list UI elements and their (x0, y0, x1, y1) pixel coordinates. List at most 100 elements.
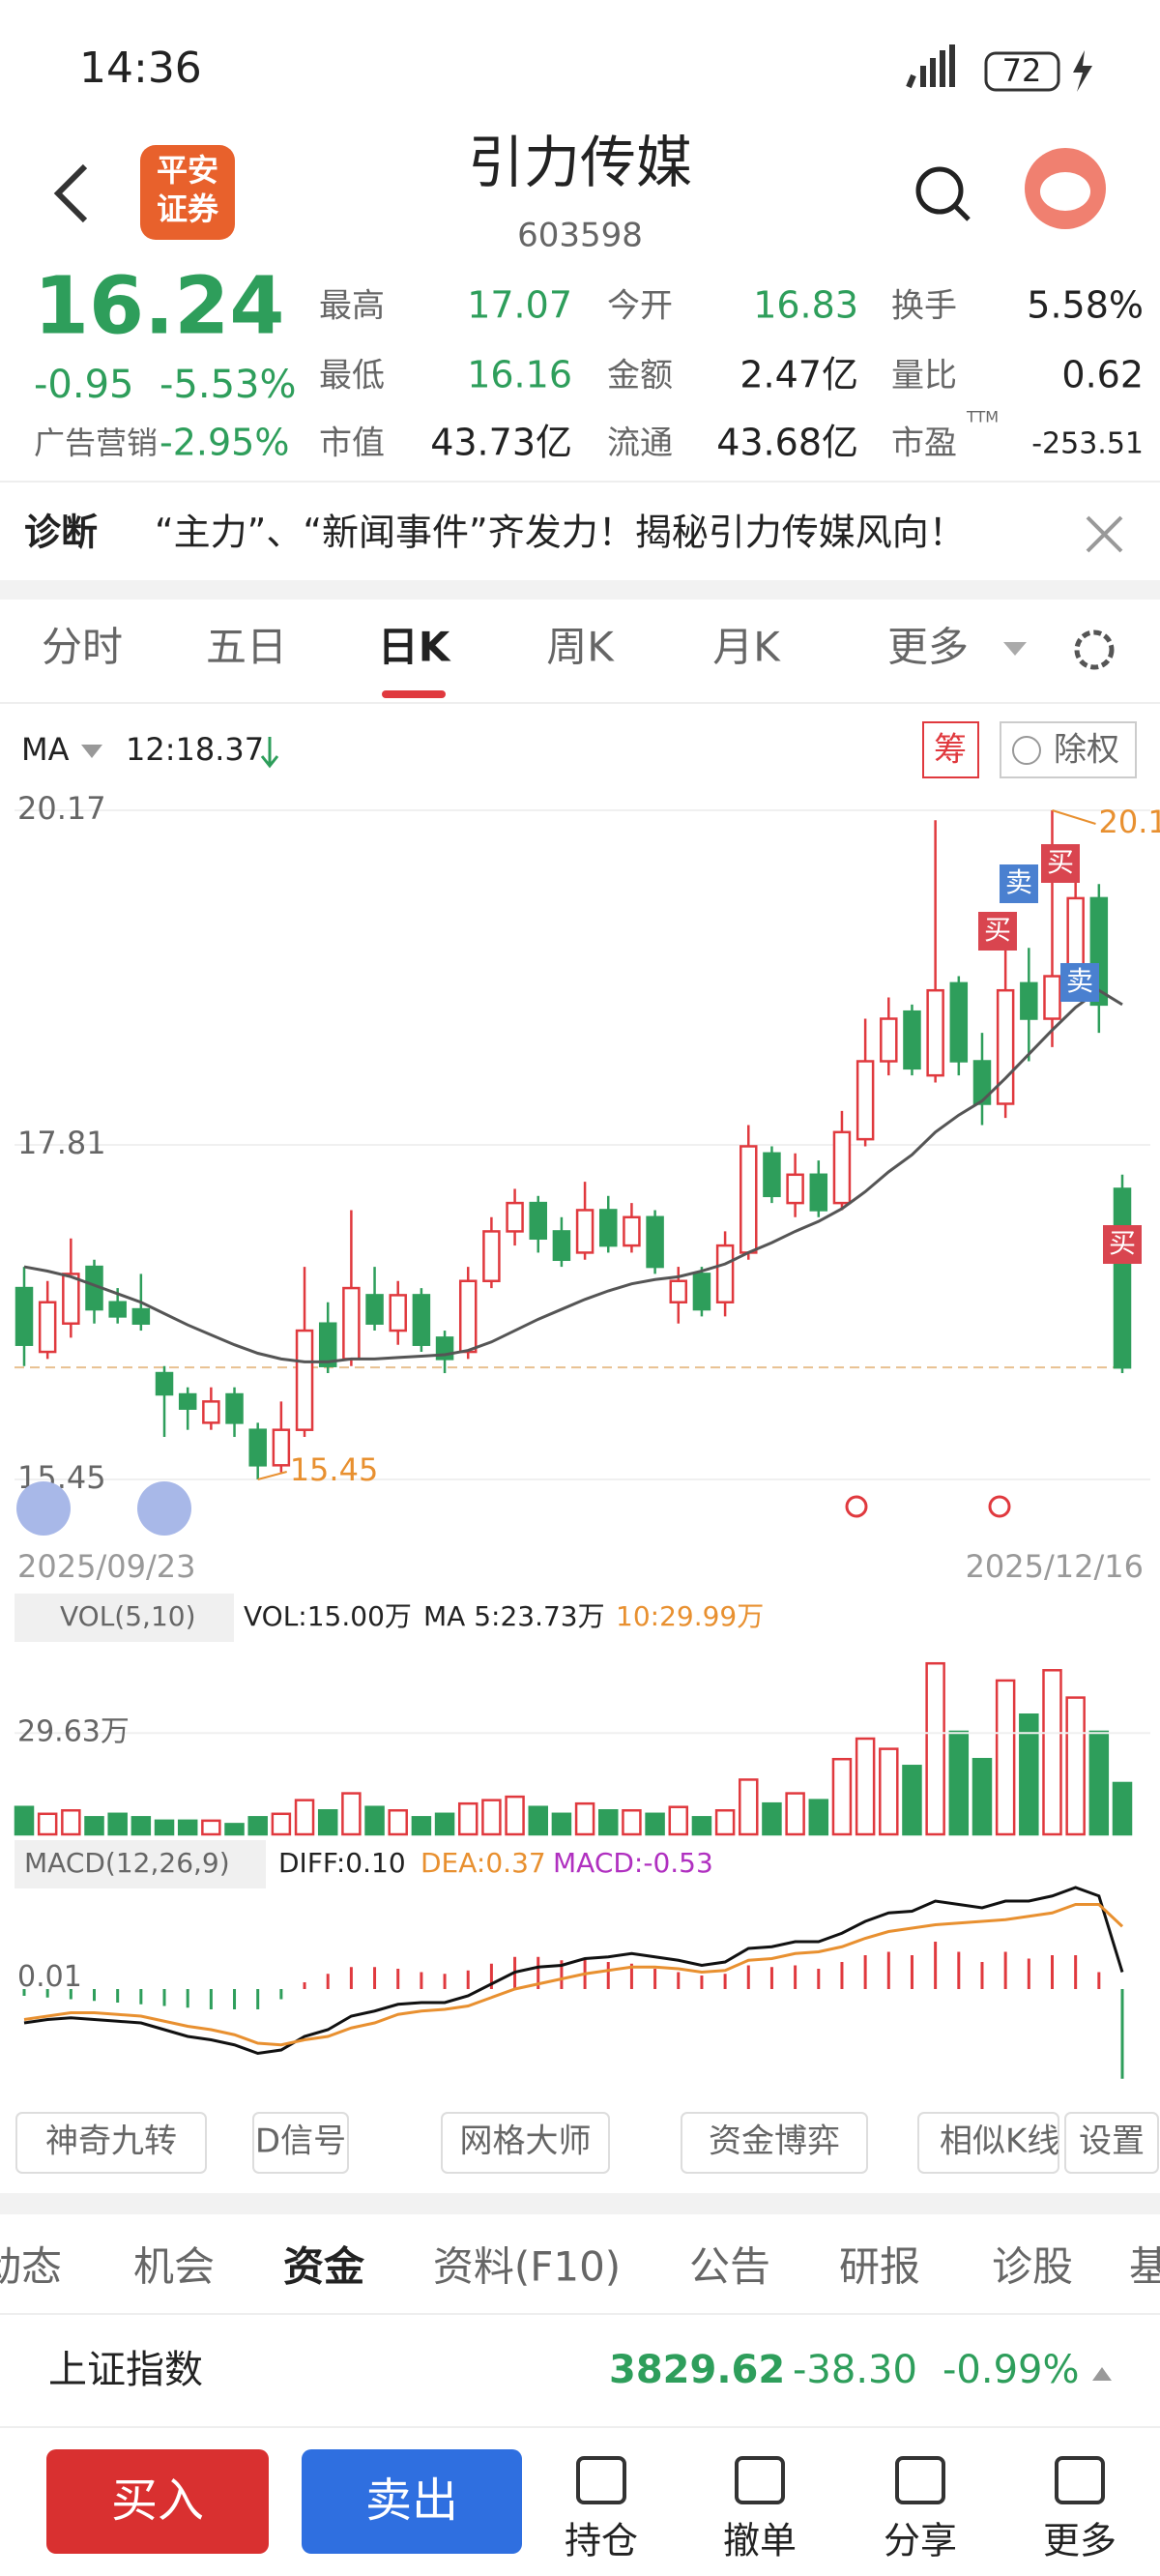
volume-bar (130, 1816, 152, 1836)
tab[interactable]: 月K (712, 624, 781, 671)
vol-selector[interactable] (14, 1594, 234, 1642)
fullscreen-button[interactable] (137, 1481, 191, 1536)
tabs: 分时 五日 日K 周K 月K 更多 (42, 624, 1027, 671)
index-name: 上证指数 (48, 2348, 203, 2392)
volume-bar (831, 1757, 853, 1836)
tool-label: 资金博弈 (709, 2122, 840, 2161)
tab-underline (382, 690, 446, 698)
stat-value: 43.68亿 (716, 422, 858, 464)
chip-button[interactable] (922, 721, 979, 778)
vol-legend: 10:29.99万 (616, 1600, 764, 1632)
candle-body (389, 1294, 407, 1332)
tool-button[interactable] (441, 2112, 610, 2174)
stat-value: -253.51 (1031, 427, 1144, 461)
tab[interactable]: 五日 (206, 624, 287, 671)
volume-bar (622, 1809, 642, 1836)
tab[interactable]: 更多 (887, 624, 969, 671)
adjust-button[interactable] (1000, 721, 1137, 778)
candle-body (972, 1060, 992, 1105)
event-icon[interactable] (988, 1495, 1011, 1518)
bottom-icon[interactable] (735, 2456, 785, 2504)
volume-bar (598, 1809, 619, 1836)
candle-body (575, 1209, 594, 1254)
nav-tab[interactable]: 资料(F10) (433, 2243, 621, 2291)
volume-bar (37, 1812, 58, 1836)
nav-tab[interactable]: 机会 (133, 2243, 215, 2291)
macd-legend: DIFF:0.10 (278, 1847, 406, 1879)
stat-value: 16.16 (467, 354, 572, 396)
stat-label: 最高 (319, 287, 385, 326)
ma-line (23, 988, 1123, 1363)
event-icon[interactable] (845, 1495, 868, 1518)
macd-legend: DEA:0.37 (420, 1847, 546, 1879)
volume-bar (154, 1819, 175, 1836)
candle-body (131, 1307, 151, 1325)
tab[interactable]: 日K (378, 624, 451, 671)
nav-tab[interactable]: 研报 (839, 2243, 920, 2291)
signal-icon (906, 44, 955, 89)
buy-button[interactable] (46, 2449, 269, 2554)
nav-tab[interactable]: 诊股 (992, 2243, 1073, 2291)
close-button[interactable] (1086, 515, 1123, 553)
tool-label: 网格大师 (460, 2122, 592, 2161)
y-tick-label: 17.81 (17, 1125, 106, 1161)
volume-bar (364, 1805, 385, 1836)
expand-button[interactable] (16, 1481, 71, 1536)
diff-line (23, 1886, 1124, 2056)
diagnosis-text[interactable]: “主力”、“新闻事件”齐发力！揭秘引力传媒风向！ (155, 512, 966, 554)
tab[interactable]: 周K (546, 624, 615, 671)
candle-body (669, 1279, 688, 1303)
sector: 广告营销 (34, 424, 158, 461)
diagnosis-tag: 诊断 (24, 512, 98, 554)
nav-tab[interactable]: 公告 (689, 2243, 770, 2291)
back-button[interactable] (53, 163, 88, 223)
nav: 动态 机会 资金 资料(F10) 公告 研报 诊股 基金 (0, 2243, 1160, 2291)
candle-body (14, 1286, 34, 1346)
sector-pct: -2.95% (160, 422, 289, 464)
avatar-face (1040, 172, 1090, 211)
volume-bar (645, 1812, 665, 1836)
volume-bar (762, 1801, 782, 1836)
tool-button[interactable] (252, 2112, 349, 2174)
volume-bar (902, 1765, 922, 1836)
candle-body (178, 1392, 197, 1410)
tool-button[interactable] (15, 2112, 207, 2174)
volume-bar (271, 1812, 292, 1836)
bottom-icon[interactable] (1055, 2456, 1105, 2504)
sell-button[interactable] (302, 2449, 522, 2554)
tool-button[interactable] (917, 2112, 1059, 2174)
candle-body (318, 1322, 337, 1367)
signal-label: 卖 (1005, 866, 1032, 898)
volume-bar (317, 1809, 338, 1836)
bottom-icon[interactable] (895, 2456, 945, 2504)
volume-bar (107, 1812, 128, 1836)
stat-label: 今开 (607, 287, 673, 326)
tool-button[interactable] (1064, 2112, 1159, 2174)
tool-button[interactable] (681, 2112, 868, 2174)
dea-line (23, 1903, 1124, 2047)
search-button[interactable] (915, 166, 964, 215)
volume-bar (972, 1757, 993, 1836)
indicator[interactable]: MA (21, 731, 70, 768)
settings-button[interactable] (1074, 629, 1115, 670)
status-time: 14:36 (79, 44, 202, 93)
end-date: 2025/12/16 (966, 1548, 1144, 1585)
macd-selector[interactable] (14, 1840, 266, 1888)
volume-bar (879, 1747, 899, 1836)
signal-badge (1041, 844, 1080, 883)
change: -0.95 (34, 363, 134, 407)
candle-body (248, 1428, 267, 1467)
tab[interactable]: 分时 (42, 624, 123, 671)
nav-tab[interactable]: 资金 (283, 2243, 365, 2291)
expand-arrow[interactable] (1092, 2367, 1112, 2381)
tools: 神奇九转 D信号 网格大师 资金博弈 相似K线 设置 (15, 2112, 1159, 2174)
bottom-icon[interactable] (576, 2456, 626, 2504)
stat-label: 换手 (891, 287, 957, 326)
nav-tab[interactable]: 动态 (0, 2243, 62, 2291)
logo-text: 证券 (157, 190, 219, 227)
candle-body (715, 1244, 735, 1303)
volume-bar (925, 1661, 945, 1836)
nav-tab[interactable]: 基金 (1129, 2243, 1160, 2291)
volume-bar (528, 1805, 548, 1836)
